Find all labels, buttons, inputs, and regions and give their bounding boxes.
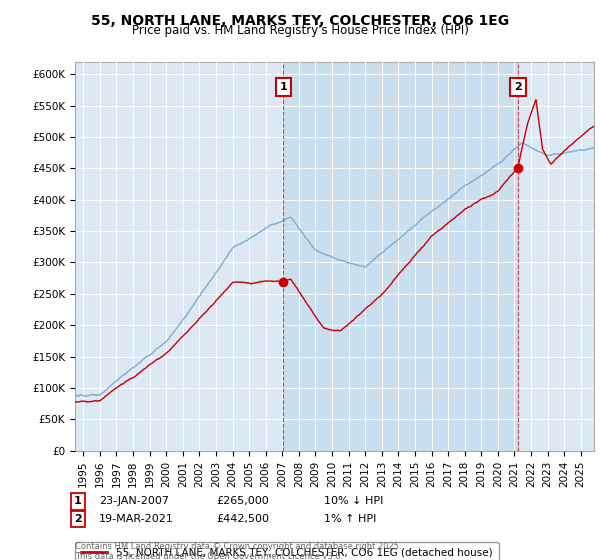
Text: 1% ↑ HPI: 1% ↑ HPI bbox=[324, 514, 376, 524]
Text: £442,500: £442,500 bbox=[216, 514, 269, 524]
Text: 23-JAN-2007: 23-JAN-2007 bbox=[99, 496, 169, 506]
Text: Contains HM Land Registry data © Crown copyright and database right 2025.
This d: Contains HM Land Registry data © Crown c… bbox=[75, 542, 401, 560]
Text: 1: 1 bbox=[280, 82, 287, 92]
Text: 10% ↓ HPI: 10% ↓ HPI bbox=[324, 496, 383, 506]
Text: Price paid vs. HM Land Registry's House Price Index (HPI): Price paid vs. HM Land Registry's House … bbox=[131, 24, 469, 37]
Text: 2: 2 bbox=[74, 514, 82, 524]
Text: 2: 2 bbox=[514, 82, 522, 92]
Legend: 55, NORTH LANE, MARKS TEY, COLCHESTER, CO6 1EG (detached house), HPI: Average pr: 55, NORTH LANE, MARKS TEY, COLCHESTER, C… bbox=[75, 542, 499, 560]
Text: 19-MAR-2021: 19-MAR-2021 bbox=[99, 514, 174, 524]
Text: £265,000: £265,000 bbox=[216, 496, 269, 506]
Bar bbox=[283, 62, 518, 451]
Text: 55, NORTH LANE, MARKS TEY, COLCHESTER, CO6 1EG: 55, NORTH LANE, MARKS TEY, COLCHESTER, C… bbox=[91, 14, 509, 28]
Text: 1: 1 bbox=[74, 496, 82, 506]
